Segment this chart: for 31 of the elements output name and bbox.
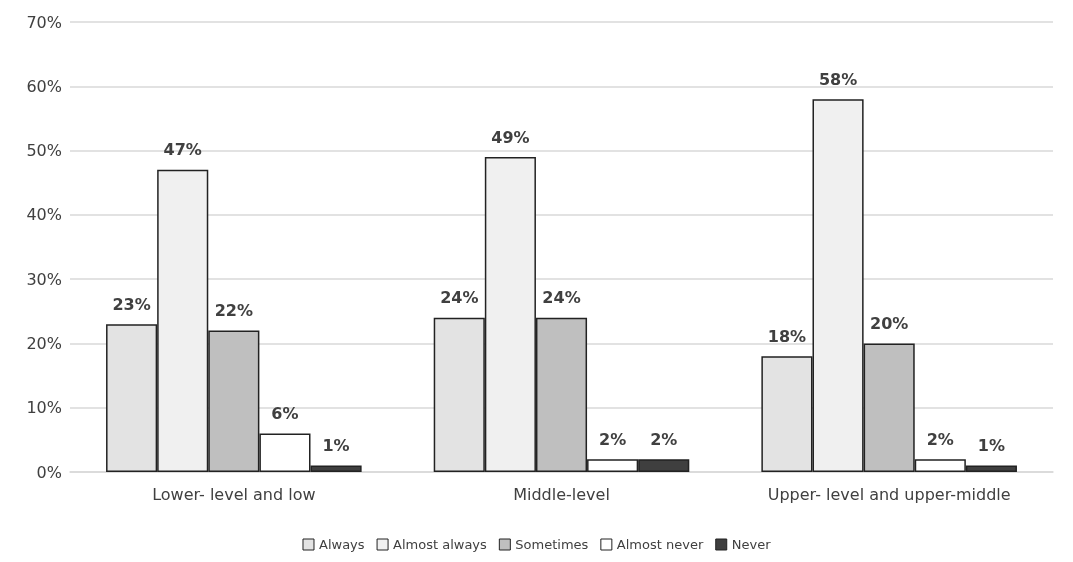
legend-label: Never [731,537,772,552]
data-label: 23% [112,294,151,314]
data-label: 18% [767,326,807,346]
data-label: 58% [818,69,858,89]
data-label: 1% [322,436,350,456]
y-tick-label: 20% [26,333,62,353]
y-tick-label: 50% [26,141,62,161]
y-tick-label: 60% [26,76,62,96]
legend-label: Sometimes [515,537,589,552]
data-label: 2% [650,429,678,449]
x-tick-label: Lower- level and low [152,484,316,504]
y-tick-label: 70% [26,12,62,32]
data-label: 6% [271,403,299,423]
legend-label: Almost never [616,537,704,552]
data-label: 49% [491,127,530,147]
data-label: 24% [542,288,581,308]
x-tick-label: Middle-level [513,484,610,504]
data-label: 24% [440,288,479,308]
x-tick-label: Upper- level and upper-middle [767,484,1011,504]
data-label: 1% [977,436,1005,456]
y-tick-label: 10% [26,398,62,418]
y-tick-label: 30% [26,269,62,289]
data-label: 2% [926,429,954,449]
data-label: 47% [163,140,202,160]
legend-label: Almost always [393,537,488,552]
y-tick-label: 0% [36,462,62,482]
data-label: 2% [599,429,627,449]
data-label: 20% [870,313,909,333]
data-label: 22% [214,301,253,321]
y-tick-label: 40% [26,205,62,225]
legend-label: Always [319,537,365,552]
